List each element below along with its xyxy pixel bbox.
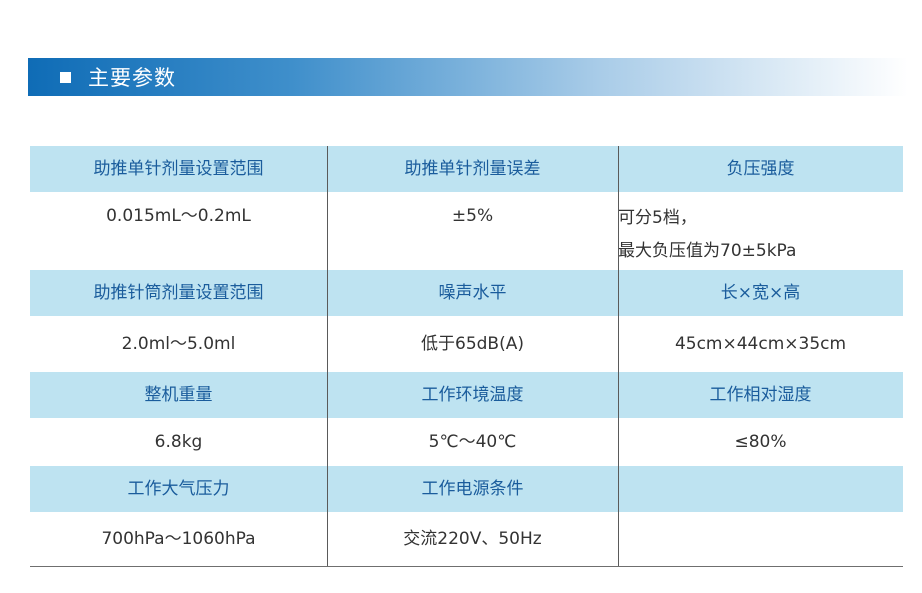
param-label: 噪声水平	[327, 270, 618, 316]
table-value-row: 0.015mL～0.2mL ±5% 可分5档， 最大负压值为70±5kPa	[30, 192, 903, 270]
table-header-row: 整机重量 工作环境温度 工作相对湿度	[30, 372, 903, 418]
param-value: 可分5档， 最大负压值为70±5kPa	[618, 192, 903, 270]
param-label: 工作大气压力	[30, 466, 327, 512]
param-value-empty	[618, 512, 903, 566]
param-value: 45cm×44cm×35cm	[674, 333, 847, 354]
param-label-empty	[618, 466, 903, 512]
param-label: 工作环境温度	[327, 372, 618, 418]
param-value: ±5%	[451, 206, 494, 226]
square-bullet-icon	[60, 71, 71, 83]
param-value: 6.8kg	[154, 431, 203, 452]
param-label: 助推针筒剂量设置范围	[30, 270, 327, 316]
param-label: 助推单针剂量误差	[327, 146, 618, 192]
param-label: 整机重量	[30, 372, 327, 418]
param-value: 700hPa～1060hPa	[101, 528, 256, 549]
section-header: 主要参数	[28, 58, 908, 96]
param-value: 低于65dB(A)	[421, 333, 524, 354]
table-value-row: 6.8kg 5℃～40℃ ≤80%	[30, 418, 903, 466]
param-value: 5℃～40℃	[428, 431, 517, 452]
table-header-row: 助推单针剂量设置范围 助推单针剂量误差 负压强度	[30, 146, 903, 192]
param-label: 工作相对湿度	[618, 372, 903, 418]
param-label: 工作电源条件	[327, 466, 618, 512]
section-title: 主要参数	[88, 66, 176, 90]
table-header-row: 助推针筒剂量设置范围 噪声水平 长×宽×高	[30, 270, 903, 316]
param-label: 助推单针剂量设置范围	[30, 146, 327, 192]
param-label: 长×宽×高	[618, 270, 903, 316]
param-value-line: 可分5档，	[618, 208, 697, 228]
param-value-line: 最大负压值为70±5kPa	[618, 241, 797, 261]
parameters-table: 助推单针剂量设置范围 助推单针剂量误差 负压强度 0.015mL～0.2mL ±…	[30, 146, 903, 567]
param-label: 负压强度	[618, 146, 903, 192]
param-value: 交流220V、50Hz	[403, 528, 542, 549]
table-value-row: 700hPa～1060hPa 交流220V、50Hz	[30, 512, 903, 566]
param-value: ≤80%	[734, 431, 787, 452]
param-value: 2.0ml～5.0ml	[121, 333, 236, 354]
table-value-row: 2.0ml～5.0ml 低于65dB(A) 45cm×44cm×35cm	[30, 316, 903, 372]
table-header-row: 工作大气压力 工作电源条件	[30, 466, 903, 512]
param-value: 0.015mL～0.2mL	[106, 206, 251, 226]
